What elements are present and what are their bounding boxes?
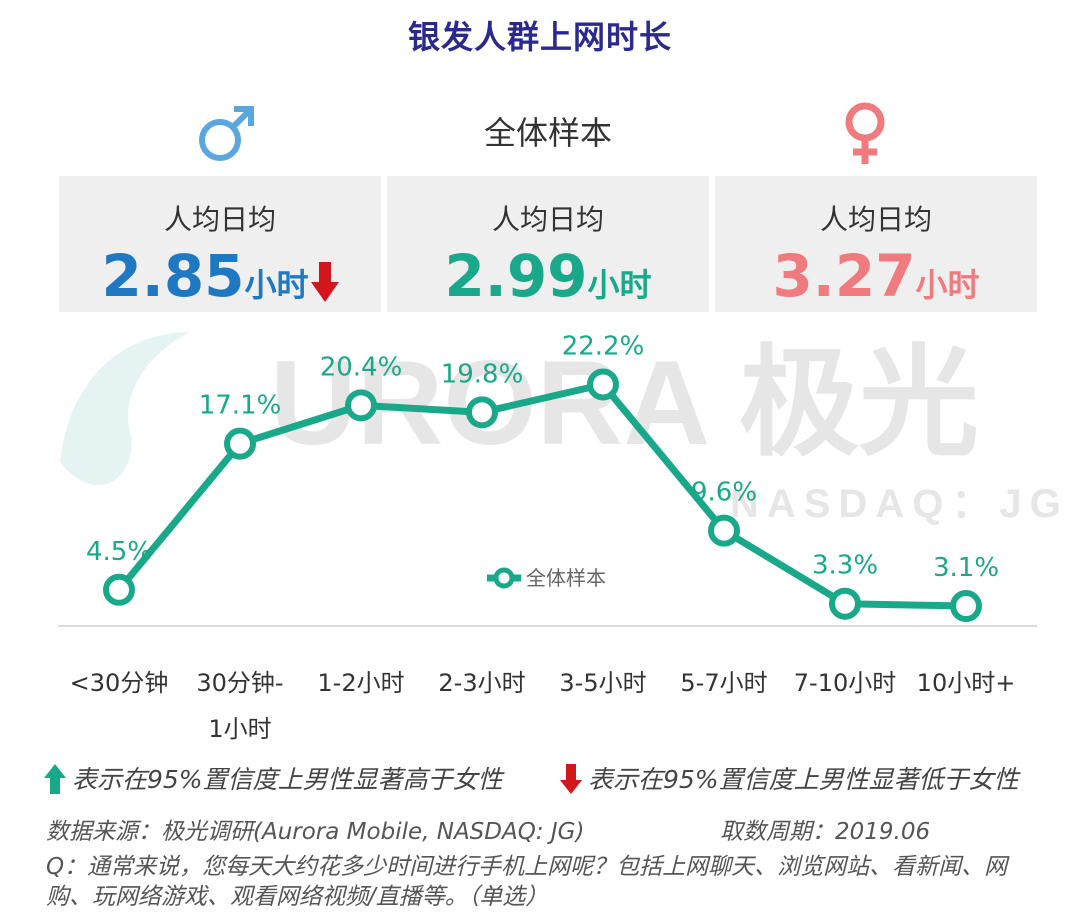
female-stat-value: 3.27 [772, 242, 916, 310]
line-chart: URORA 极光 NASDAQ：JG 4.5% 17.1% 20.4% 19.8% 22… [58, 331, 1069, 627]
data-point-1 [224, 427, 256, 460]
legend-marker-icon [493, 567, 515, 589]
overall-stat-unit: 小时 [587, 266, 652, 304]
survey-question: Q：通常来说，您每天大约花多少时间进行手机上网呢？包括上网聊天、浏览网站、看新闻… [46, 854, 1008, 910]
series-line-overall [116, 380, 967, 610]
watermark: URORA 极光 NASDAQ：JG [60, 332, 1069, 526]
male-stat-unit: 小时 [244, 266, 309, 304]
legend-note-up: 表示在95%置信度上男性显著高于女性 [44, 760, 503, 796]
watermark-sub: NASDAQ：JG [730, 482, 1069, 526]
chart-legend: 全体样本 [487, 566, 606, 590]
female-symbol-icon [845, 102, 885, 164]
x-tick-label-5: 5-7小时 [680, 669, 768, 697]
female-stat-label: 人均日均 [819, 203, 932, 236]
data-label-2: 20.4% [320, 352, 403, 382]
male-stat-value: 2.85 [101, 242, 245, 310]
data-label-1: 17.1% [199, 391, 282, 421]
male-stat-label: 人均日均 [163, 203, 276, 236]
male-symbol-icon [199, 106, 254, 161]
overall-stat-label: 人均日均 [491, 203, 604, 236]
x-tick-label-1: 30分钟- 1小时 [196, 669, 284, 743]
x-tick-label-7: 10小时+ [916, 669, 1016, 697]
female-stat-unit: 小时 [915, 266, 980, 304]
x-tick-label-0: <30分钟 [69, 669, 169, 697]
legend-note-down-text: 表示在95%置信度上男性显著低于女性 [588, 765, 1019, 794]
female-stat-card: 人均日均 3.27小时 [715, 176, 1037, 312]
data-point-7 [950, 590, 982, 623]
green-up-arrow-icon [44, 764, 66, 794]
male-stat-card: 人均日均 2.85小时 [59, 176, 381, 312]
data-label-0: 4.5% [86, 537, 152, 567]
watermark-logo-icon [60, 332, 190, 486]
data-period: 取数周期：2019.06 [720, 819, 931, 845]
data-label-4: 22.2% [562, 331, 645, 361]
overall-stat-card: 人均日均 2.99小时 [387, 176, 709, 312]
watermark-brand: URORA 极光 [270, 336, 979, 470]
data-point-2 [345, 389, 377, 422]
x-tick-label-4: 3-5小时 [559, 669, 647, 697]
data-point-4 [587, 368, 619, 401]
page-title: 银发人群上网时长 [407, 18, 672, 56]
legend-label: 全体样本 [526, 566, 606, 590]
x-tick-label-6: 7-10小时 [793, 669, 897, 697]
data-point-0 [103, 573, 135, 606]
red-down-arrow-icon [560, 764, 582, 794]
data-label-5: 9.6% [691, 478, 757, 508]
data-point-3 [466, 396, 498, 429]
red-down-arrow-icon [310, 262, 339, 302]
legend-note-up-text: 表示在95%置信度上男性显著高于女性 [72, 765, 503, 794]
x-tick-label-3: 2-3小时 [438, 669, 526, 697]
data-point-6 [829, 587, 861, 620]
x-tick-label-2: 1-2小时 [317, 669, 405, 697]
overall-sample-title: 全体样本 [483, 114, 612, 152]
data-label-6: 3.3% [812, 551, 878, 581]
data-point-5 [708, 514, 740, 547]
overall-stat-value: 2.99 [444, 242, 588, 310]
legend-note-down: 表示在95%置信度上男性显著低于女性 [560, 760, 1019, 796]
data-label-3: 19.8% [441, 359, 524, 389]
data-source: 数据来源：极光调研(Aurora Mobile, NASDAQ: JG) [46, 819, 585, 845]
data-label-7: 3.1% [933, 553, 999, 583]
